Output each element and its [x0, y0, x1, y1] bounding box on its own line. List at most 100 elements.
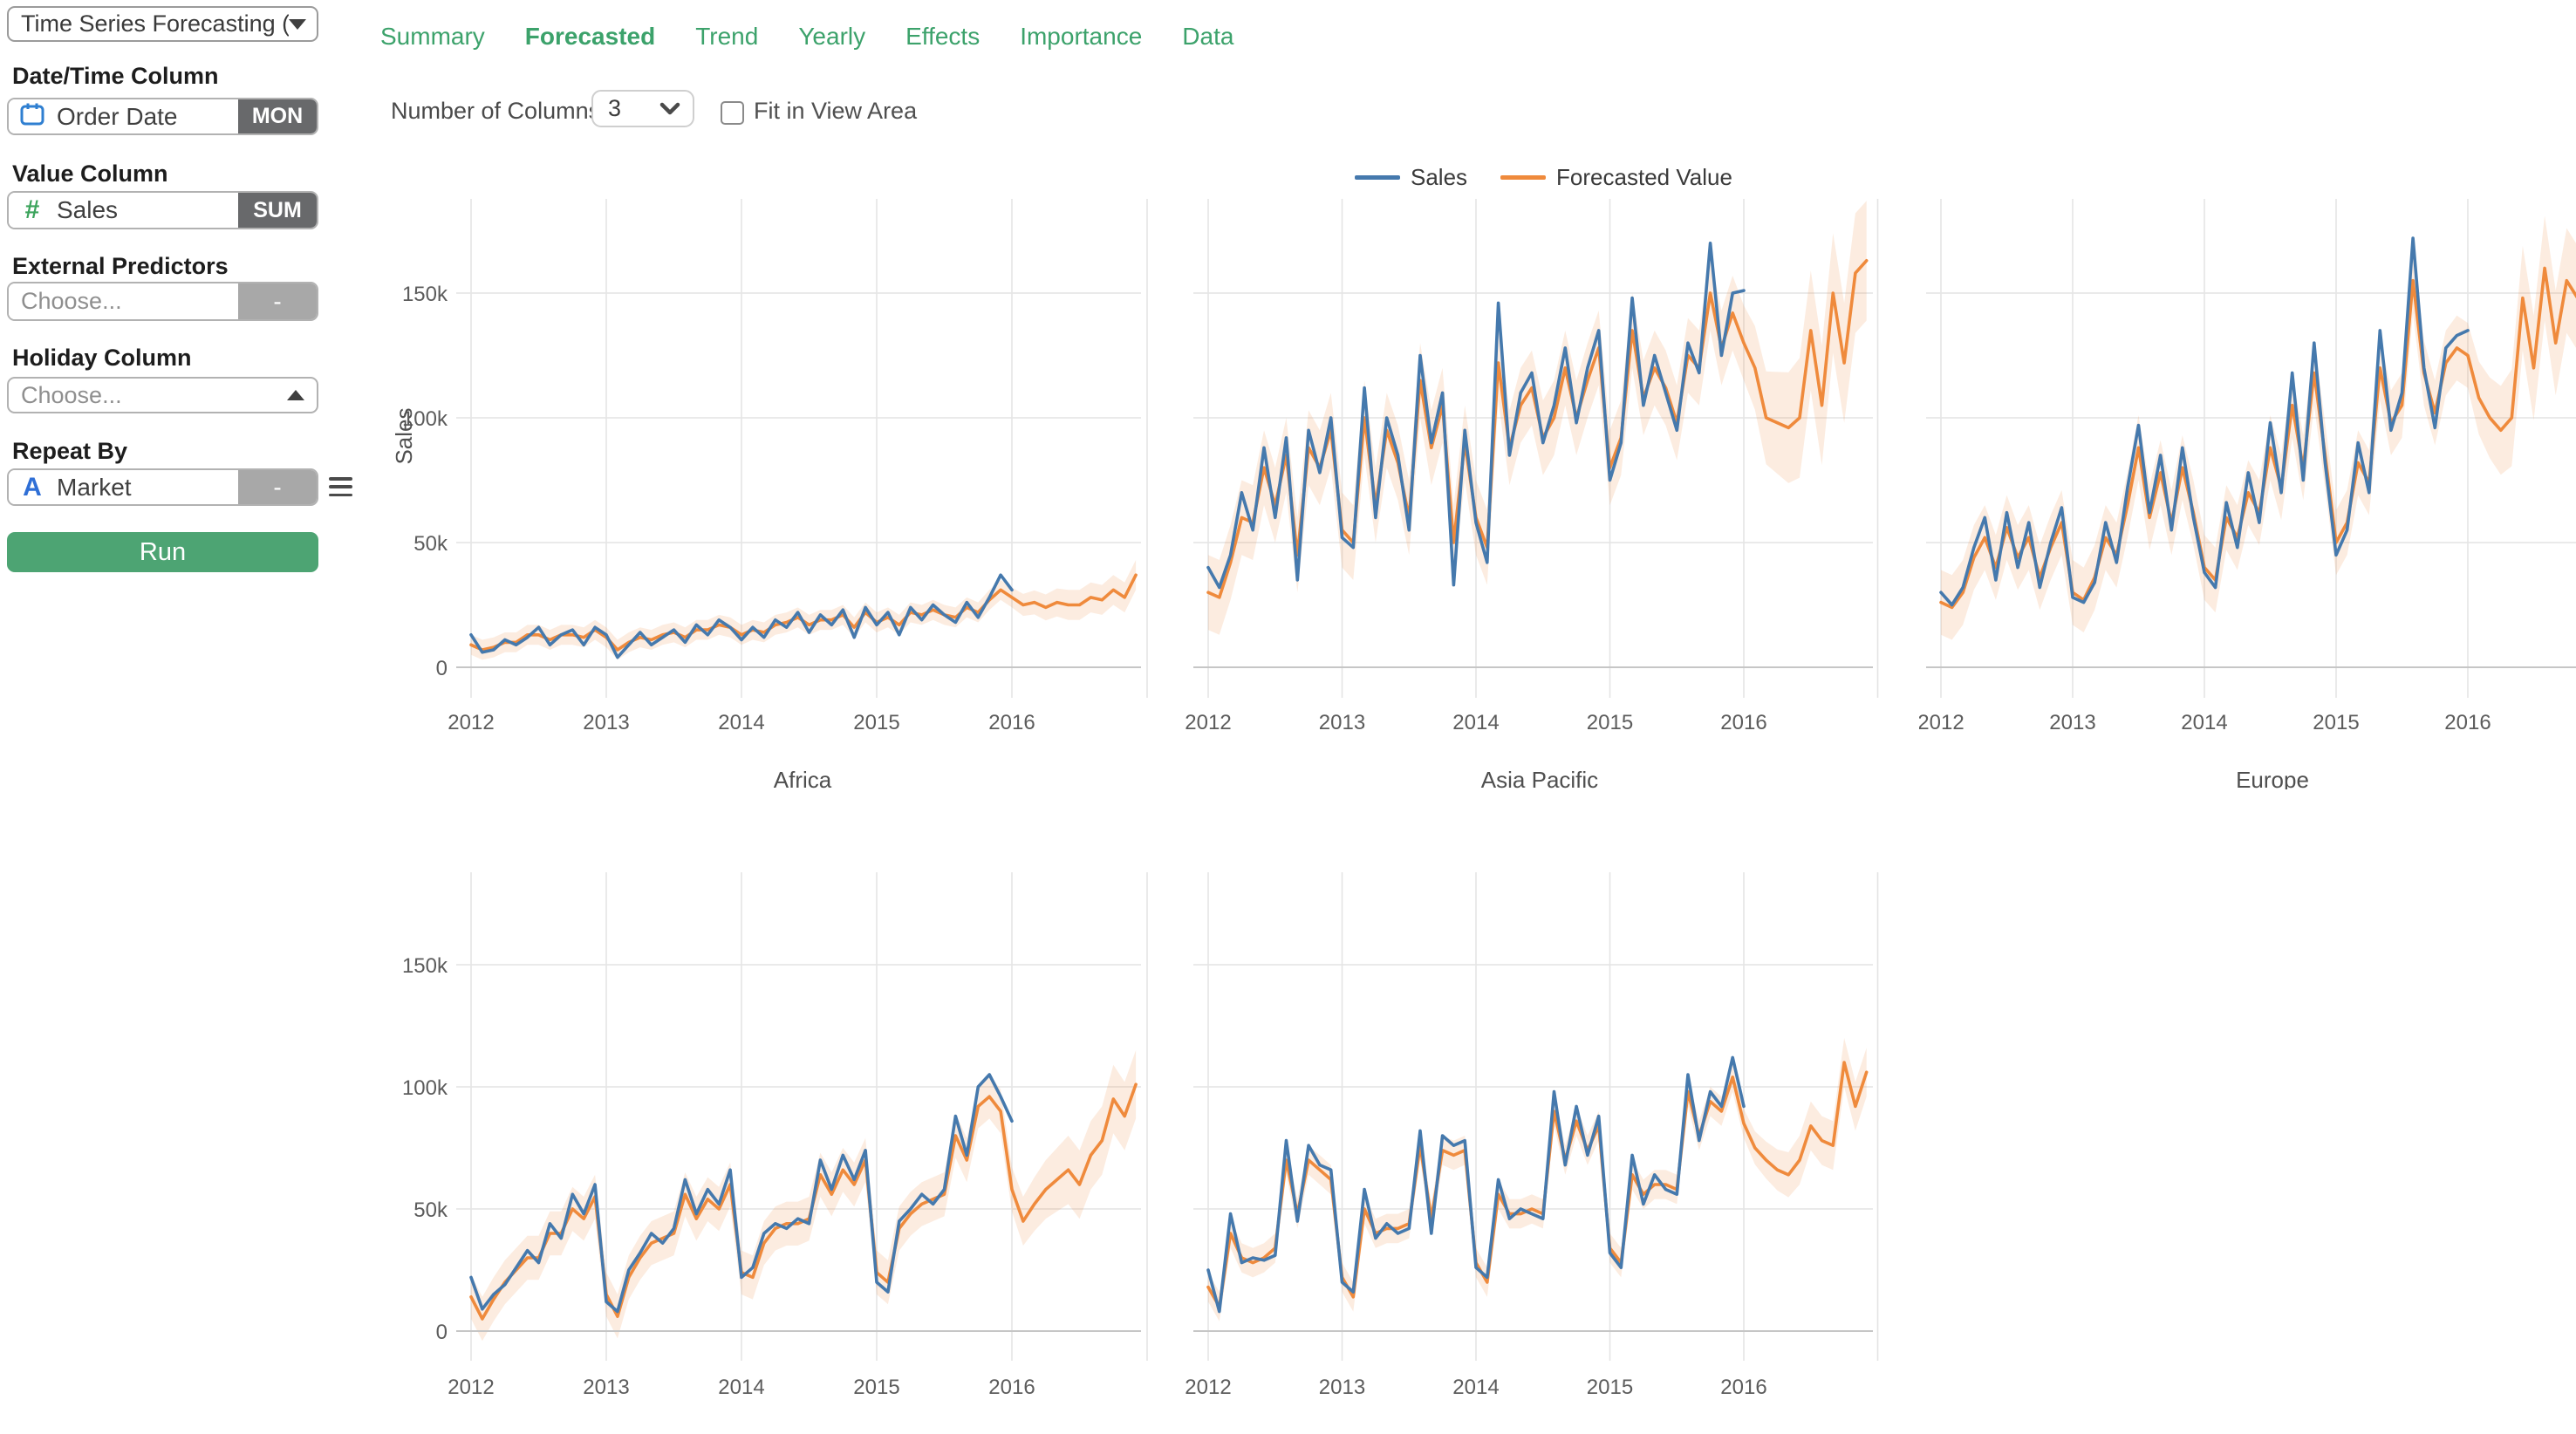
- numeric-hash-icon: #: [24, 195, 40, 224]
- x-tick-label: 2012: [1185, 1376, 1231, 1399]
- x-tick-label: 2012: [1919, 711, 1964, 734]
- x-tick-label: 2015: [2313, 711, 2359, 734]
- chart-panel-row1-col0[interactable]: 2012 2013 2014 2015 2016 0 50k 100k 150k: [384, 855, 1173, 1434]
- sales-line: [469, 573, 1014, 659]
- tab-trend[interactable]: Trend: [695, 23, 759, 50]
- value-column-box[interactable]: # Sales: [9, 193, 238, 228]
- menu-icon[interactable]: [329, 477, 352, 496]
- repeat-by-label: Repeat By: [12, 438, 128, 464]
- fit-in-view-label: Fit in View Area: [754, 98, 918, 124]
- x-tick-label: 2013: [1319, 1376, 1365, 1399]
- external-predictors-placeholder: Choose...: [21, 288, 122, 314]
- sales-line: [1939, 236, 2470, 607]
- y-tick-label: 0: [436, 657, 448, 680]
- x-tick-label: 2014: [2181, 711, 2227, 734]
- x-tick-label: 2016: [1720, 711, 1766, 734]
- chevron-down-icon: [659, 102, 680, 114]
- columns-count-select[interactable]: 3: [591, 90, 694, 127]
- external-predictors-field[interactable]: Choose... -: [7, 282, 318, 321]
- chart-panel-asia-pacific[interactable]: 2012 2013 2014 2015 2016 Asia Pacific: [1178, 179, 1884, 789]
- y-axis-label: Sales: [391, 407, 417, 464]
- x-tick-label: 2016: [988, 711, 1035, 734]
- forecast-confidence-band: [471, 1050, 1137, 1342]
- forecast-confidence-band: [1941, 215, 2576, 640]
- chart-title: Europe: [2236, 767, 2309, 789]
- y-tick-label: 150k: [402, 283, 448, 306]
- analytics-type-value: Time Series Forecasting (P...: [21, 10, 289, 37]
- y-tick-label: 0: [436, 1321, 448, 1344]
- tab-yearly[interactable]: Yearly: [798, 23, 866, 50]
- date-column-label: Date/Time Column: [12, 63, 219, 89]
- sales-line: [1206, 1055, 1746, 1314]
- x-tick-label: 2015: [1587, 1376, 1633, 1399]
- columns-count-label: Number of Columns:: [391, 98, 607, 124]
- run-button[interactable]: Run: [7, 532, 318, 572]
- columns-count-value: 3: [608, 95, 622, 121]
- chart-panel-europe[interactable]: 2012 2013 2014 2015 2016 Europe: [1919, 179, 2576, 789]
- x-tick-label: 2014: [1452, 711, 1499, 734]
- x-tick-label: 2013: [583, 1376, 629, 1399]
- repeat-by-field[interactable]: A Market -: [7, 468, 318, 506]
- date-column-field[interactable]: Order Date MON: [7, 98, 318, 135]
- chart-panel-row1-col1[interactable]: 2012 2013 2014 2015 2016: [1178, 855, 1884, 1434]
- chevron-up-icon: [287, 390, 304, 400]
- x-tick-label: 2013: [583, 711, 629, 734]
- value-aggregation-button[interactable]: SUM: [238, 193, 317, 228]
- x-tick-label: 2014: [718, 1376, 764, 1399]
- legend-item-forecasted-value[interactable]: Forecasted Value: [1500, 164, 1732, 191]
- chart-panel-africa[interactable]: 2012 2013 2014 2015 2016 0 50k 100k 150k Sales Afr…: [384, 179, 1173, 789]
- tab-forecasted[interactable]: Forecasted: [524, 23, 656, 50]
- repeat-by-minus-button[interactable]: -: [238, 470, 317, 504]
- value-column-field[interactable]: # Sales SUM: [7, 191, 318, 229]
- forecast-line: [1206, 1061, 1869, 1308]
- x-tick-label: 2016: [988, 1376, 1035, 1399]
- x-tick-label: 2014: [1452, 1376, 1499, 1399]
- y-tick-label: 150k: [402, 954, 448, 978]
- x-tick-label: 2013: [1319, 711, 1365, 734]
- y-tick-label: 100k: [402, 1076, 448, 1100]
- x-tick-label: 2012: [448, 1376, 494, 1399]
- forecast-line-swatch: [1500, 175, 1547, 180]
- external-predictors-minus-button[interactable]: -: [238, 283, 317, 319]
- x-tick-label: 2015: [853, 711, 899, 734]
- value-column-label: Value Column: [12, 160, 168, 187]
- holiday-column-label: Holiday Column: [12, 345, 192, 371]
- y-tick-label: 50k: [413, 532, 448, 556]
- chevron-down-icon: [289, 18, 306, 30]
- legend-item-sales[interactable]: Sales: [1355, 164, 1467, 191]
- date-column-value: Order Date: [57, 102, 178, 130]
- fit-in-view-checkbox[interactable]: [721, 101, 744, 125]
- repeat-by-value: Market: [57, 473, 132, 501]
- sales-line: [469, 1073, 1014, 1314]
- x-tick-label: 2013: [2049, 711, 2095, 734]
- x-tick-label: 2012: [1185, 711, 1231, 734]
- holiday-column-placeholder: Choose...: [21, 381, 122, 408]
- x-tick-label: 2016: [1720, 1376, 1766, 1399]
- chart-title: Africa: [774, 767, 832, 789]
- tab-importance[interactable]: Importance: [1020, 23, 1143, 50]
- date-aggregation-button[interactable]: MON: [238, 99, 317, 133]
- external-predictors-label: External Predictors: [12, 253, 229, 279]
- holiday-column-dropdown[interactable]: Choose...: [7, 377, 318, 413]
- sales-line-swatch: [1355, 175, 1400, 180]
- external-predictors-box[interactable]: Choose...: [9, 283, 238, 319]
- x-tick-label: 2014: [718, 711, 764, 734]
- tab-summary[interactable]: Summary: [380, 23, 485, 50]
- repeat-by-box[interactable]: A Market: [9, 470, 238, 504]
- date-column-box[interactable]: Order Date: [9, 99, 238, 133]
- forecast-confidence-band: [471, 560, 1137, 660]
- legend-forecast-label: Forecasted Value: [1556, 164, 1732, 190]
- forecast-confidence-band: [1208, 1038, 1867, 1321]
- value-column-value: Sales: [57, 196, 119, 223]
- tab-effects[interactable]: Effects: [905, 23, 981, 50]
- y-tick-label: 100k: [402, 407, 448, 431]
- calendar-icon: [19, 101, 45, 132]
- tab-data[interactable]: Data: [1182, 23, 1234, 50]
- legend-sales-label: Sales: [1411, 164, 1468, 190]
- chart-title: Asia Pacific: [1481, 767, 1598, 789]
- result-tabs: Summary Forecasted Trend Yearly Effects …: [380, 23, 1233, 51]
- x-tick-label: 2015: [1587, 711, 1633, 734]
- analytics-type-select[interactable]: Time Series Forecasting (P...: [7, 6, 318, 42]
- x-tick-label: 2016: [2444, 711, 2491, 734]
